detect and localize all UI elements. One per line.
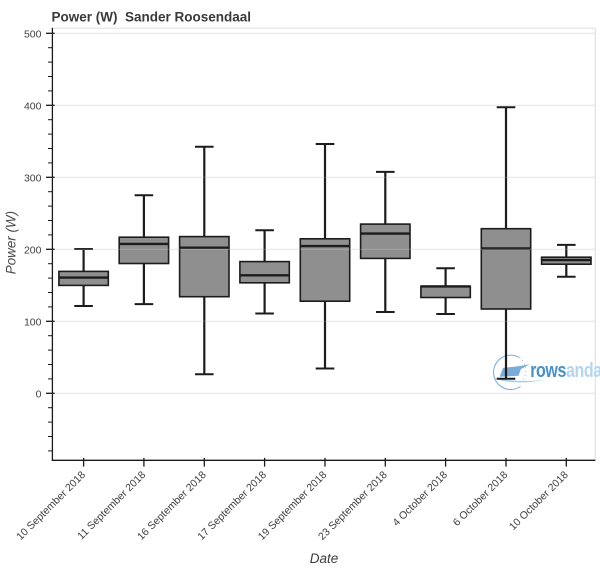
svg-text:rowsandall: rowsandall [530,359,600,381]
svg-text:300: 300 [24,173,42,185]
svg-text:Date: Date [310,551,339,566]
svg-text:Power (W) Sander Roosendaal: Power (W) Sander Roosendaal [52,9,252,24]
svg-text:500: 500 [24,29,42,41]
svg-text:Power (W): Power (W) [3,211,18,274]
svg-text:0: 0 [36,389,42,401]
svg-text:100: 100 [24,317,42,329]
svg-text:200: 200 [24,245,42,257]
svg-text:400: 400 [24,101,42,113]
